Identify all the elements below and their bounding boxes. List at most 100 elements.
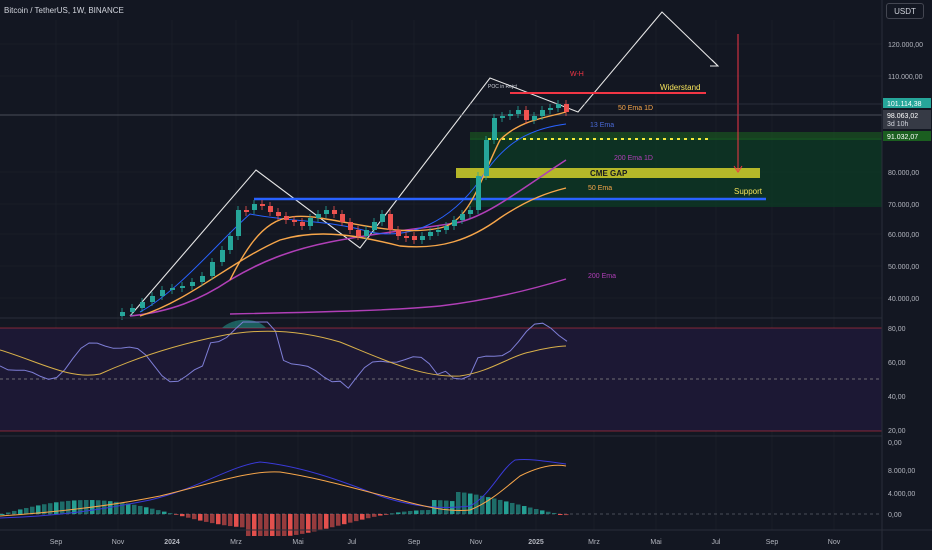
currency-button[interactable]: USDT <box>886 3 924 19</box>
macd-bar <box>366 514 371 519</box>
macd-bar <box>78 500 83 514</box>
macd-bar <box>396 512 401 514</box>
ema50-line <box>139 187 567 317</box>
macd-bar <box>372 514 377 517</box>
candle-body <box>210 262 215 276</box>
candle-body <box>524 110 529 120</box>
candle-body <box>252 204 257 210</box>
macd-bar <box>300 514 305 534</box>
price-tick-label: 80.000,00 <box>888 170 919 177</box>
candle-body <box>180 286 185 288</box>
macd-bar <box>312 514 317 532</box>
macd-bar <box>60 501 65 514</box>
macd-bar <box>24 508 29 514</box>
macd-bar <box>144 507 149 514</box>
cme-gap-box <box>456 168 760 178</box>
candle-body <box>372 222 377 230</box>
price-tick-label: 60.000,00 <box>888 232 919 239</box>
macd-bar <box>360 514 365 520</box>
macd-bar <box>456 492 461 514</box>
time-axis[interactable]: Sep Nov 2024 Mrz Mai Jul Sep Nov 2025 Mrz Mai Jul Se… <box>50 539 841 546</box>
candle-body <box>170 288 175 290</box>
candle-body <box>260 204 265 206</box>
candle-body <box>420 236 425 240</box>
macd-bar <box>342 514 347 525</box>
candle-body <box>120 312 125 316</box>
svg-text:101.114,38: 101.114,38 <box>887 101 922 108</box>
ema13-line <box>139 123 567 313</box>
macd-bar <box>480 495 485 514</box>
level-badge <box>883 131 931 141</box>
macd-bar <box>324 514 329 529</box>
projection-arrow-icon <box>710 59 720 67</box>
macd-bar <box>282 514 287 536</box>
candle-body <box>276 212 281 216</box>
candle-body <box>228 236 233 250</box>
macd-bar <box>510 502 515 514</box>
ema200-line <box>229 278 567 315</box>
price-tick-label: 120.000,00 <box>888 42 923 49</box>
time-tick-label: Mai <box>292 539 304 546</box>
candle-body <box>532 116 537 120</box>
macd-bar <box>180 514 185 517</box>
candle-body <box>150 296 155 302</box>
macd-bar <box>564 514 569 516</box>
macd-bar <box>126 503 131 514</box>
candle-body <box>364 230 369 236</box>
macd-bar <box>270 514 275 536</box>
macd-tick-label: 0,00 <box>888 440 902 447</box>
macd-bar <box>492 498 497 514</box>
macd-bar <box>408 510 413 514</box>
macd-bar <box>378 514 383 516</box>
time-tick-label: Sep <box>408 539 421 546</box>
macd-line <box>0 459 567 519</box>
time-tick-label: Nov <box>112 539 125 546</box>
macd-bar <box>252 514 257 536</box>
macd-bar <box>96 500 101 514</box>
macd-bar <box>18 509 23 514</box>
macd-bar <box>540 510 545 514</box>
rsi-tick-label: 40,00 <box>888 394 906 401</box>
macd-bar <box>246 514 251 536</box>
macd-bar <box>12 510 17 514</box>
macd-bar <box>174 514 179 515</box>
candle-body <box>564 104 569 112</box>
macd-bar <box>210 514 215 524</box>
time-tick-label: Mrz <box>230 539 242 546</box>
price-tick-label: 50.000,00 <box>888 264 919 271</box>
rsi-line <box>0 321 568 389</box>
candle-body <box>428 232 433 236</box>
macd-bar <box>66 500 71 514</box>
candle-body <box>404 236 409 238</box>
price-tick-label: 70.000,00 <box>888 202 919 209</box>
macd-axis[interactable]: 0,00 8.000,00 4.000,00 0,00 <box>888 440 915 519</box>
candle-body <box>244 210 249 212</box>
macd-bar <box>318 514 323 531</box>
candle-body <box>324 210 329 214</box>
candle-body <box>516 110 521 114</box>
poc-label: POC in Rejct <box>488 84 518 90</box>
current-price-badge <box>883 110 931 129</box>
macd-bar <box>240 514 245 528</box>
ema50-1d-label: 50 Ema 1D <box>618 105 653 112</box>
macd-bar <box>426 510 431 514</box>
price-tick-label: 110.000,00 <box>888 74 923 81</box>
macd-bar <box>414 510 419 514</box>
macd-bar <box>264 514 269 536</box>
symbol-title[interactable]: Bitcoin / TetherUS, 1W, BINANCE <box>4 6 124 15</box>
macd-bar <box>36 505 41 514</box>
rsi-axis[interactable]: 80,00 60,00 40,00 20,00 <box>888 326 906 435</box>
macd-bar <box>216 514 221 525</box>
price-tick-label: 40.000,00 <box>888 296 919 303</box>
time-tick-label: 2025 <box>528 539 544 546</box>
macd-bar <box>6 512 11 514</box>
macd-bar <box>54 502 59 514</box>
macd-bar <box>0 514 5 515</box>
macd-bar <box>48 503 53 514</box>
rsi-overbought-fill <box>222 319 266 328</box>
candle-body <box>508 114 513 116</box>
price-axis[interactable]: 120.000,00 110.000,00 80.000,00 70.000,00 60… <box>888 42 923 303</box>
svg-text:98.063,02: 98.063,02 <box>887 113 918 120</box>
ema13-label: 13 Ema <box>590 122 614 129</box>
